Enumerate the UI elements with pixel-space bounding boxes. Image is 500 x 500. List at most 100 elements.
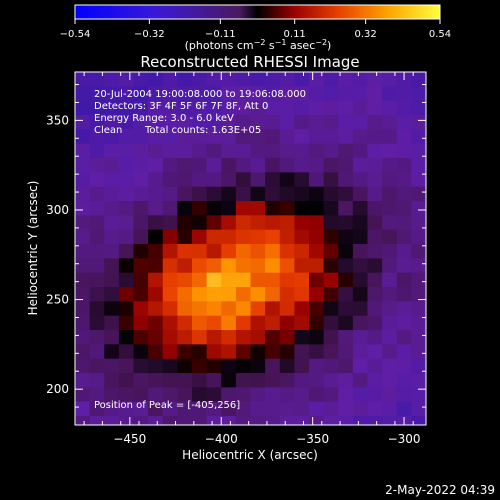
heatmap-cell — [396, 115, 412, 130]
heatmap-cell — [265, 315, 281, 331]
heatmap-cell — [118, 143, 135, 159]
heatmap-cell — [104, 158, 120, 173]
heatmap-cell — [206, 201, 222, 216]
heatmap-cell — [104, 301, 120, 317]
heatmap-cell — [148, 358, 164, 374]
heatmap-cell — [118, 100, 135, 116]
heatmap-cell — [279, 201, 295, 216]
info-annotations: 20-Jul-2004 19:00:08.000 to 19:06:08.000… — [94, 89, 306, 411]
heatmap-cell — [206, 416, 222, 425]
heatmap-cell — [162, 244, 178, 259]
heatmap-cell — [309, 201, 325, 216]
heatmap-cell — [104, 287, 120, 302]
heatmap-cell — [250, 86, 266, 102]
heatmap-cell — [352, 129, 369, 145]
heatmap-cell — [148, 401, 164, 417]
heatmap-cell — [382, 401, 398, 417]
heatmap-cell — [162, 115, 178, 130]
heatmap-cell — [323, 401, 339, 417]
heatmap-cell — [396, 215, 412, 231]
colorbar-ticks: −0.54 −0.32 −0.11 0.11 0.32 0.54 — [60, 19, 451, 40]
heatmap-cell — [148, 115, 164, 130]
heatmap-cell — [133, 172, 149, 188]
heatmap-cell — [133, 387, 149, 403]
heatmap-cell — [177, 373, 193, 388]
heatmap-cell — [148, 201, 164, 216]
heatmap-cell — [411, 272, 426, 288]
heatmap-cell — [265, 100, 281, 116]
heatmap-cell — [323, 158, 339, 173]
heatmap-cell — [265, 86, 281, 102]
heatmap-cell — [309, 100, 325, 116]
heatmap-cell — [162, 287, 178, 302]
heatmap-cell — [206, 172, 222, 188]
heatmap-cell — [89, 72, 105, 87]
heatmap-cell — [206, 287, 222, 302]
heatmap-cell — [265, 229, 281, 245]
heatmap-cell — [177, 172, 193, 188]
heatmap-cell — [89, 201, 105, 216]
heatmap-cell — [162, 100, 178, 116]
heatmap-cell — [279, 301, 295, 317]
chart-title: Reconstructed RHESSI Image — [140, 53, 359, 71]
heatmap-cell — [309, 344, 325, 360]
heatmap-cell — [206, 315, 222, 331]
heatmap-cell — [396, 301, 412, 317]
heatmap-cell — [133, 344, 149, 360]
heatmap-cell — [118, 301, 135, 317]
heatmap-cell — [382, 416, 398, 425]
heatmap-cell — [89, 100, 105, 116]
heatmap-cell — [338, 186, 354, 202]
heatmap-cell — [89, 373, 105, 388]
x-tick-label: −400 — [205, 432, 238, 446]
heatmap-cell — [338, 100, 354, 116]
heatmap-cell — [250, 129, 266, 145]
heatmap-cell — [104, 344, 120, 360]
heatmap-cell — [411, 330, 426, 345]
heatmap-cell — [323, 229, 339, 245]
heatmap-cell — [309, 358, 325, 374]
heatmap-cell — [104, 215, 120, 231]
heatmap-cell — [192, 387, 208, 403]
heatmap-cell — [89, 358, 105, 374]
heatmap-cell — [177, 129, 193, 145]
heatmap-cell — [133, 86, 149, 102]
heatmap-cell — [133, 358, 149, 374]
heatmap-cell — [309, 229, 325, 245]
heatmap-cell — [89, 115, 105, 130]
heatmap-cell — [192, 272, 208, 288]
heatmap-cell — [338, 201, 354, 216]
heatmap-cell — [250, 115, 266, 130]
heatmap-cell — [279, 373, 295, 388]
heatmap-cell — [294, 158, 310, 173]
heatmap-cell — [309, 301, 325, 317]
heatmap-cell — [265, 272, 281, 288]
heatmap-cell — [133, 272, 149, 288]
heatmap-cell — [396, 258, 412, 274]
heatmap-cell — [148, 416, 164, 425]
heatmap-cell — [323, 344, 339, 360]
heatmap-cell — [148, 272, 164, 288]
heatmap-cell — [294, 72, 310, 87]
colorbar-tick-label: −0.11 — [205, 29, 236, 40]
heatmap-cell — [148, 129, 164, 145]
heatmap-cell — [323, 330, 339, 345]
heatmap-cell — [133, 315, 149, 331]
heatmap-cell — [206, 301, 222, 317]
heatmap-cell — [309, 115, 325, 130]
heatmap-cell — [309, 258, 325, 274]
heatmap-cell — [250, 201, 266, 216]
heatmap-cell — [250, 272, 266, 288]
heatmap-cell — [89, 143, 105, 159]
heatmap-cell — [75, 229, 91, 245]
heatmap-cell — [162, 201, 178, 216]
heatmap-cell — [323, 272, 339, 288]
heatmap-cell — [294, 401, 310, 417]
heatmap-cell — [265, 215, 281, 231]
heatmap-cell — [265, 158, 281, 173]
heatmap-cell — [75, 315, 91, 331]
heatmap-cell — [352, 186, 369, 202]
heatmap-cell — [279, 143, 295, 159]
heatmap-cell — [177, 330, 193, 345]
heatmap-cell — [192, 416, 208, 425]
